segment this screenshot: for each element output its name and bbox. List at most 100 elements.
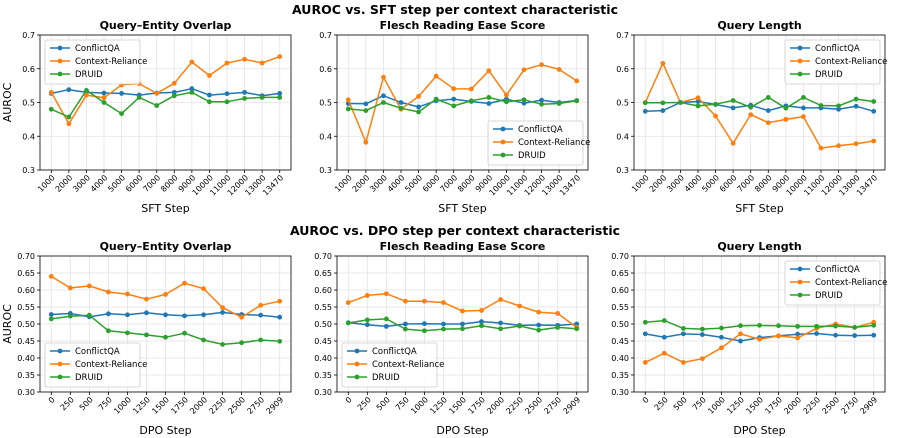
y-tick-label: 0.50 — [17, 320, 35, 329]
data-point — [433, 73, 439, 79]
series-line-druid — [50, 89, 280, 118]
x-tick-label: 0 — [47, 395, 57, 405]
legend-marker — [57, 361, 63, 367]
series-line-druid — [348, 96, 577, 113]
x-tick-label: 4000 — [683, 173, 704, 194]
data-point — [345, 106, 351, 112]
x-tick-label: 2250 — [504, 395, 525, 416]
data-point — [381, 93, 386, 99]
data-point — [836, 103, 841, 109]
data-point — [719, 325, 724, 331]
x-tick-label: 8000 — [456, 173, 477, 194]
data-point — [574, 321, 580, 327]
data-point — [730, 98, 736, 103]
data-point — [201, 286, 206, 292]
data-point — [136, 95, 142, 100]
data-point — [699, 332, 705, 337]
x-tick-label: 5000 — [700, 173, 721, 194]
chart-panel: 0.3 0.4 0.5 0.6 0.7 1000200030004000500060007… — [1, 19, 292, 215]
data-point — [189, 86, 195, 92]
legend: ConflictQA Context-Reliance DRUID — [341, 342, 444, 388]
x-tick-label: 6000 — [124, 173, 145, 194]
series-line-context-reliance — [50, 55, 280, 125]
series-line-context-reliance — [347, 63, 578, 144]
legend-entry: ConflictQA — [518, 125, 563, 135]
x-tick-label: 7000 — [438, 173, 459, 194]
data-point — [661, 334, 667, 340]
data-point — [101, 95, 107, 101]
legend: ConflictQA Context-Reliance DRUID — [784, 260, 887, 306]
x-axis-label: SFT Step — [141, 202, 189, 215]
y-tick-label: 0.65 — [611, 269, 629, 278]
data-point — [660, 108, 666, 113]
data-point — [460, 326, 465, 332]
data-point — [460, 321, 465, 327]
x-tick-label: 2000 — [782, 395, 803, 416]
legend-entry: ConflictQA — [815, 44, 860, 54]
data-point — [517, 323, 523, 329]
data-point — [258, 337, 264, 343]
data-point — [48, 274, 54, 279]
x-tick-label: 8000 — [753, 173, 774, 194]
x-axis-label: DPO Step — [733, 424, 785, 437]
data-point — [680, 360, 686, 365]
series-line-conflictqa — [348, 94, 577, 108]
x-tick-label: 1250 — [428, 395, 449, 416]
row-title-dpo: AUROC vs. DPO step per context character… — [290, 223, 620, 238]
x-tick-label: 2750 — [839, 395, 860, 416]
x-tick-label: 1750 — [466, 395, 487, 416]
legend-entry: DRUID — [815, 70, 843, 80]
x-axis-label: SFT Step — [438, 202, 486, 215]
data-point — [48, 312, 54, 317]
data-point — [479, 323, 484, 329]
legend-marker — [354, 374, 360, 380]
y-tick-label: 0.45 — [17, 337, 35, 346]
data-point — [765, 95, 771, 100]
data-point — [67, 313, 73, 319]
y-tick-label: 0.55 — [314, 303, 332, 312]
x-tick-label: 1000 — [630, 173, 651, 194]
data-point — [642, 319, 648, 325]
data-point — [521, 67, 527, 73]
legend-marker — [797, 292, 803, 298]
legend: ConflictQA Context-Reliance DRUID — [44, 39, 147, 85]
data-point — [402, 321, 408, 327]
data-point — [757, 336, 762, 342]
y-tick-label: 0.3 — [319, 166, 332, 175]
data-point — [259, 95, 265, 100]
legend-box — [44, 39, 141, 85]
series-line-druid — [645, 96, 874, 109]
x-tick-label: 500 — [672, 395, 689, 412]
data-point — [574, 98, 580, 104]
legend-entry: DRUID — [75, 373, 103, 383]
data-point — [536, 327, 542, 333]
chart-title: Query Length — [717, 19, 801, 32]
x-axis-label: DPO Step — [436, 424, 488, 437]
x-tick-label: 2500 — [226, 395, 247, 416]
chart-title: Flesch Reading Ease Score — [380, 19, 546, 32]
data-point — [852, 333, 858, 338]
data-point — [224, 91, 230, 97]
data-point — [383, 316, 389, 322]
data-point — [381, 100, 386, 105]
y-tick-label: 0.4 — [319, 132, 332, 141]
x-tick-label: 1000 — [36, 173, 57, 194]
y-tick-label: 0.70 — [17, 252, 35, 261]
legend-entry: ConflictQA — [75, 347, 120, 357]
data-point — [695, 103, 701, 109]
data-point — [259, 60, 265, 66]
legend-entry: ConflictQA — [372, 347, 417, 357]
data-point — [660, 60, 666, 66]
y-tick-label: 0.6 — [22, 65, 35, 74]
data-point — [836, 106, 841, 112]
legend-marker — [797, 71, 803, 77]
row-title-sft: AUROC vs. SFT step per context character… — [292, 2, 618, 17]
data-point — [363, 139, 369, 145]
legend-marker — [57, 58, 63, 64]
data-point — [574, 78, 580, 84]
data-point — [871, 332, 877, 338]
data-point — [48, 89, 54, 95]
data-point — [345, 97, 351, 103]
y-tick-label: 0.4 — [22, 132, 35, 141]
